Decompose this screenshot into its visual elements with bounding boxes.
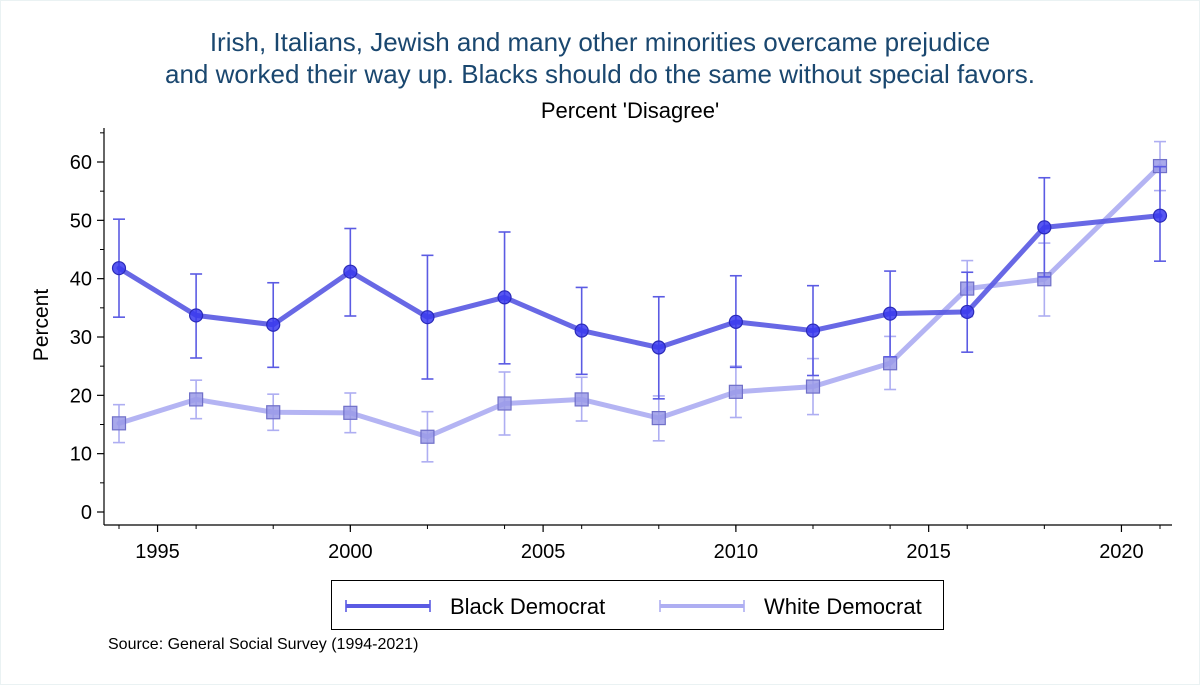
- data-point-white-democrat: [189, 392, 204, 407]
- chart-marks: [111, 140, 1168, 463]
- series-line-white-democrat: [116, 163, 1163, 440]
- y-tick-label: 10: [70, 444, 92, 466]
- x-tick-label: 2005: [521, 541, 566, 563]
- y-tick-label: 20: [70, 385, 92, 407]
- data-point-black-democrat: [1037, 220, 1052, 235]
- series-white-democrat: [111, 140, 1168, 463]
- data-point-white-democrat: [266, 405, 281, 420]
- data-point-black-democrat: [497, 290, 512, 305]
- axes: 0 10 20 30 40 50 60 1995 2000 2005 2010 2015 2020: [70, 128, 1172, 563]
- data-point-black-democrat: [111, 261, 127, 276]
- data-point-black-democrat: [651, 340, 666, 355]
- x-tick-label: 2000: [328, 541, 373, 563]
- data-point-white-democrat: [728, 384, 743, 399]
- data-point-black-democrat: [420, 310, 435, 325]
- data-point-black-democrat: [189, 308, 204, 323]
- data-point-white-democrat: [420, 429, 435, 444]
- data-point-white-democrat: [111, 416, 127, 431]
- x-tick-label: 1995: [135, 541, 180, 563]
- chart-subtitle: Percent 'Disagree': [540, 98, 720, 123]
- y-tick-label: 50: [70, 210, 92, 232]
- data-point-white-democrat: [883, 356, 898, 371]
- data-point-black-democrat: [960, 304, 975, 320]
- legend-swatch-white-democrat: [659, 600, 745, 612]
- data-point-white-democrat: [651, 410, 666, 426]
- data-point-black-democrat: [343, 264, 358, 279]
- series-line-black-democrat: [116, 213, 1163, 350]
- data-point-black-democrat: [1152, 208, 1168, 223]
- data-point-black-democrat: [266, 317, 281, 332]
- data-point-white-democrat: [343, 405, 358, 420]
- legend-label-black-democrat: Black Democrat: [450, 594, 606, 619]
- data-point-white-democrat: [497, 396, 512, 411]
- x-tick-label: 2020: [1099, 541, 1144, 563]
- series-black-democrat: [111, 165, 1168, 400]
- chart-title-line-2: and worked their way up. Blacks should d…: [164, 59, 1035, 89]
- y-tick-label: 30: [70, 327, 92, 349]
- y-tick-label: 60: [70, 152, 92, 174]
- legend-swatch-black-democrat: [345, 600, 431, 612]
- data-point-black-democrat: [574, 323, 589, 338]
- data-point-black-democrat: [805, 323, 821, 338]
- data-point-white-democrat: [805, 379, 821, 394]
- y-tick-label: 0: [81, 502, 92, 524]
- legend: Black Democrat White Democrat: [331, 580, 944, 630]
- data-point-black-democrat: [883, 306, 898, 321]
- x-tick-label: 2015: [906, 541, 951, 563]
- y-tick-label: 40: [70, 269, 92, 291]
- source-note: Source: General Social Survey (1994-2021…: [108, 636, 419, 653]
- data-point-black-democrat: [728, 314, 743, 329]
- x-tick-label: 2010: [714, 541, 759, 563]
- data-point-white-democrat: [574, 392, 589, 407]
- chart-title-line-1: Irish, Italians, Jewish and many other m…: [209, 27, 991, 57]
- legend-label-white-democrat: White Democrat: [764, 594, 922, 619]
